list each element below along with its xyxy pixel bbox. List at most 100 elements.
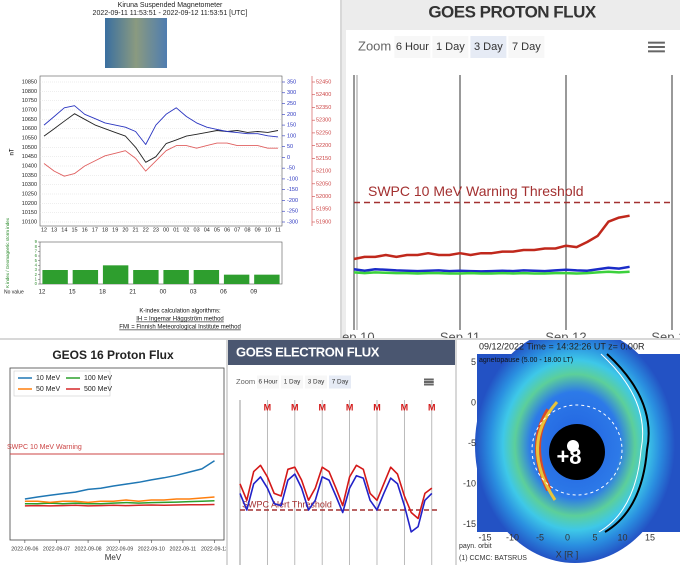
zoom-button-label[interactable]: 6 Hour — [258, 379, 278, 386]
event-label: M — [264, 402, 272, 412]
y-tick-label: 10700 — [22, 107, 37, 113]
zoom-button[interactable] — [508, 36, 545, 58]
x-tick-label: 23 — [153, 227, 159, 233]
x-tick-label: 02 — [183, 227, 189, 233]
y3-tick-label: 52050 — [316, 181, 331, 187]
y2-tick-label: -100 — [287, 176, 298, 182]
zoom-button-label[interactable]: 6 Hour — [396, 41, 429, 53]
y2-tick-label: 100 — [287, 133, 296, 139]
menu-icon[interactable] — [424, 383, 434, 386]
footer-text: IH = Ingemar Häggström method — [136, 317, 224, 323]
y3-tick-label: 52300 — [316, 118, 331, 124]
bar — [133, 270, 159, 284]
y3-tick-label: 51950 — [316, 207, 331, 213]
x-tick-label: 2022-09-07 — [43, 546, 70, 552]
x-tick-label: 0 — [565, 532, 570, 542]
y-tick-label: 6 — [35, 253, 38, 258]
y-tick-label: 10200 — [22, 201, 37, 207]
y-tick-label: 5 — [471, 357, 476, 367]
zoom-button[interactable] — [329, 375, 351, 389]
menu-icon[interactable] — [424, 381, 434, 383]
y-axis-label: K index / Geomagnetic storm index — [5, 217, 10, 288]
x-tick-label: 09 — [255, 227, 261, 233]
y3-tick-label: 52200 — [316, 143, 331, 149]
event-label: M — [401, 402, 409, 412]
x-tick-label: 00 — [163, 227, 169, 233]
event-label: M — [318, 402, 326, 412]
x-tick-label: Sep 11 — [440, 329, 480, 338]
y2-tick-label: 0 — [287, 155, 290, 161]
y-tick-label: 0 — [35, 281, 38, 286]
x-label: X [R ] — [556, 549, 579, 559]
menu-icon[interactable] — [648, 41, 665, 44]
bar — [102, 265, 129, 284]
series-line — [353, 265, 630, 273]
x-tick-label: 19 — [112, 227, 118, 233]
y-tick-label: 10300 — [22, 182, 37, 188]
panel-bg — [228, 340, 455, 565]
threshold-label: SWPC Alert Threshold — [242, 499, 332, 509]
zoom-button[interactable] — [281, 375, 303, 389]
legend-label: 10 MeV — [36, 375, 60, 382]
menu-icon[interactable] — [648, 46, 665, 48]
orbit — [531, 404, 623, 496]
y-tick-label: 5 — [35, 258, 38, 263]
y-tick-label: 7 — [35, 248, 38, 253]
earth — [549, 424, 605, 480]
y-tick-label: 3 — [35, 267, 38, 272]
x-tick-label: 10 — [617, 532, 627, 542]
zoom-button[interactable] — [257, 375, 279, 389]
y3-tick-label: 52350 — [316, 105, 331, 111]
x-tick-label: 10 — [265, 227, 271, 233]
zoom-button-label[interactable]: 3 Day — [308, 379, 325, 386]
zoom-button-label[interactable]: 7 Day — [512, 41, 541, 53]
header-bar — [228, 340, 455, 365]
bar — [254, 274, 280, 284]
zoom-button[interactable] — [394, 36, 431, 58]
magnetometer-panel: Kiruna Suspended Magnetometer2022-09-11 … — [0, 0, 340, 338]
y-tick-label: 4 — [35, 262, 38, 267]
y-tick-label: 10450 — [22, 154, 37, 160]
y3-tick-label: 52000 — [316, 194, 331, 200]
bar — [72, 270, 99, 284]
zoom-button-label[interactable]: 1 Day — [284, 379, 301, 386]
zoom-button-label[interactable]: 7 Day — [332, 379, 349, 386]
zoom-button[interactable] — [432, 36, 469, 58]
y-tick-label: 10150 — [22, 210, 37, 216]
x-tick-label: -10 — [506, 532, 519, 542]
goes-electron-panel: GOES ELECTRON FLUX Zoom 6 Hour 1 Day 3 Day 7 … — [228, 340, 455, 565]
series-line — [24, 496, 215, 504]
x-tick-label: 08 — [244, 227, 250, 233]
x-tick-label: 11 — [275, 227, 281, 233]
x-tick-label: 16 — [82, 227, 88, 233]
x-tick-label: Sep 12 — [545, 329, 586, 338]
zoom-button-label[interactable]: 1 Day — [436, 41, 465, 53]
menu-icon[interactable] — [648, 50, 665, 53]
zoom-button-label[interactable]: 3 Day — [474, 41, 503, 53]
series-line — [43, 105, 279, 145]
chart-card — [346, 30, 680, 338]
menu-icon[interactable] — [424, 378, 434, 381]
event-label: M — [291, 402, 299, 412]
y2-tick-label: 150 — [287, 123, 296, 129]
x-tick-label: 21 — [133, 227, 139, 233]
zoom-button[interactable] — [470, 36, 507, 58]
event-label: M — [373, 402, 381, 412]
zoom-button[interactable] — [305, 375, 327, 389]
x-tick-label: 15 — [69, 290, 76, 296]
y-tick-label: 10750 — [22, 98, 37, 104]
series-line — [239, 473, 433, 533]
x-tick-label: -5 — [536, 532, 544, 542]
y-tick-label: 10100 — [22, 219, 37, 225]
x-tick-label: 15 — [645, 532, 655, 542]
y-tick-label: 10400 — [22, 163, 37, 169]
y2-tick-label: -300 — [287, 219, 298, 225]
x-tick-label: 2022-09-11 — [170, 546, 197, 552]
y-tick-label: 1 — [35, 276, 38, 281]
chart-subtitle: 2022-09-11 11:53:51 - 2022-09-12 11:53:5… — [93, 10, 248, 17]
chart-title: GOES PROTON FLUX — [428, 2, 597, 21]
y3-tick-label: 52150 — [316, 156, 331, 162]
y3-tick-label: 52100 — [316, 169, 331, 175]
x-tick-label: 12 — [41, 227, 47, 233]
event-label: M — [346, 402, 354, 412]
